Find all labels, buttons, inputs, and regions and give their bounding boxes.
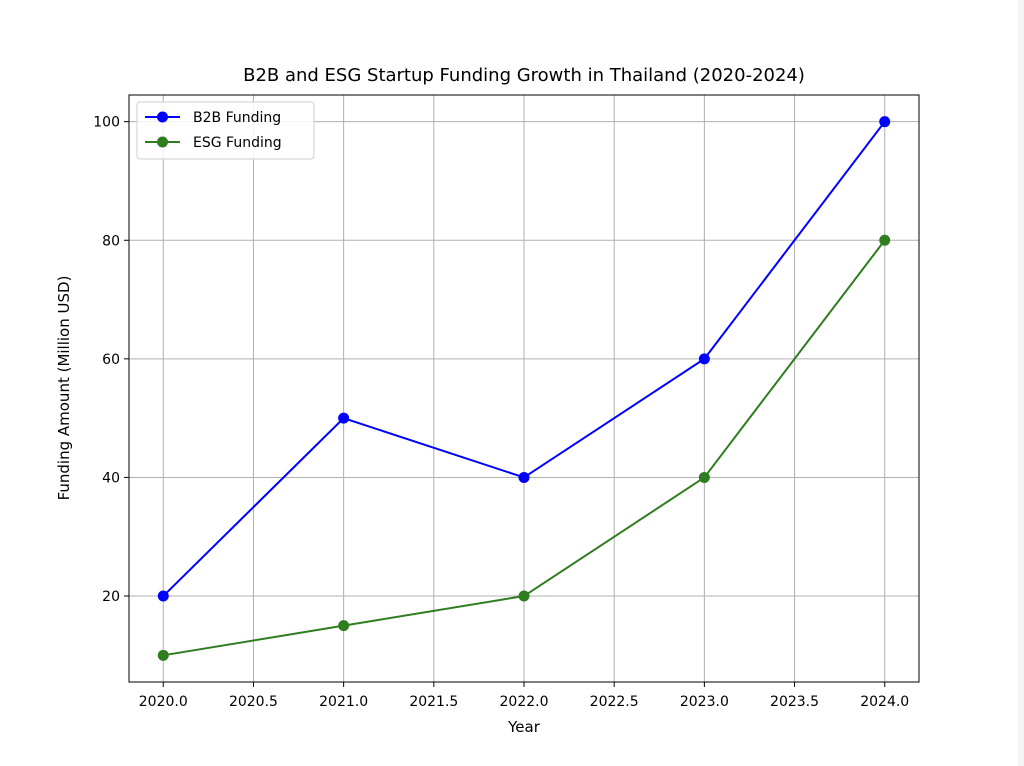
legend-label: B2B Funding (193, 110, 281, 126)
x-axis-label: Year (507, 718, 541, 736)
legend: B2B Funding ESG Funding (136, 101, 315, 160)
legend-label: ESG Funding (193, 135, 282, 151)
y-tick-label: 40 (102, 470, 120, 486)
data-point (518, 590, 530, 602)
x-tick-label: 2021.5 (409, 694, 458, 710)
legend-entry: ESG Funding (145, 135, 282, 151)
data-point (518, 471, 530, 483)
x-tick-label: 2021.0 (319, 694, 368, 710)
legend-entry: B2B Funding (145, 110, 281, 126)
y-tick-label: 80 (102, 233, 120, 249)
y-axis-label: Funding Amount (Million USD) (55, 276, 73, 501)
y-axis-ticks: 20 40 60 80 100 (93, 115, 129, 605)
series-layer (157, 116, 891, 661)
x-tick-label: 2023.0 (680, 694, 729, 710)
legend-marker (157, 111, 168, 123)
data-point (698, 353, 710, 365)
legend-entries: B2B Funding ESG Funding (145, 110, 282, 151)
data-point (879, 116, 891, 128)
series-0 (157, 116, 891, 602)
x-axis-ticks: 2020.0 2020.5 2021.0 2021.5 2022.0 2022.5 2023… (139, 682, 909, 710)
y-tick-label: 20 (102, 589, 120, 605)
data-point (157, 590, 169, 602)
data-point (338, 412, 350, 424)
x-tick-label: 2022.5 (590, 694, 639, 710)
data-point (338, 620, 350, 632)
x-tick-label: 2020.0 (139, 694, 188, 710)
legend-marker (157, 136, 168, 148)
data-point (157, 649, 169, 661)
chart-title: B2B and ESG Startup Funding Growth in Th… (243, 65, 805, 86)
x-tick-label: 2022.0 (500, 694, 549, 710)
x-tick-label: 2020.5 (229, 694, 278, 710)
x-tick-label: 2024.0 (860, 694, 909, 710)
data-point (879, 234, 891, 246)
legend-box (136, 101, 315, 160)
y-tick-label: 100 (93, 115, 120, 131)
x-tick-label: 2023.5 (770, 694, 819, 710)
data-point (698, 471, 710, 483)
y-tick-label: 60 (102, 352, 120, 368)
series-1 (157, 234, 891, 661)
grid-lines (129, 95, 919, 682)
